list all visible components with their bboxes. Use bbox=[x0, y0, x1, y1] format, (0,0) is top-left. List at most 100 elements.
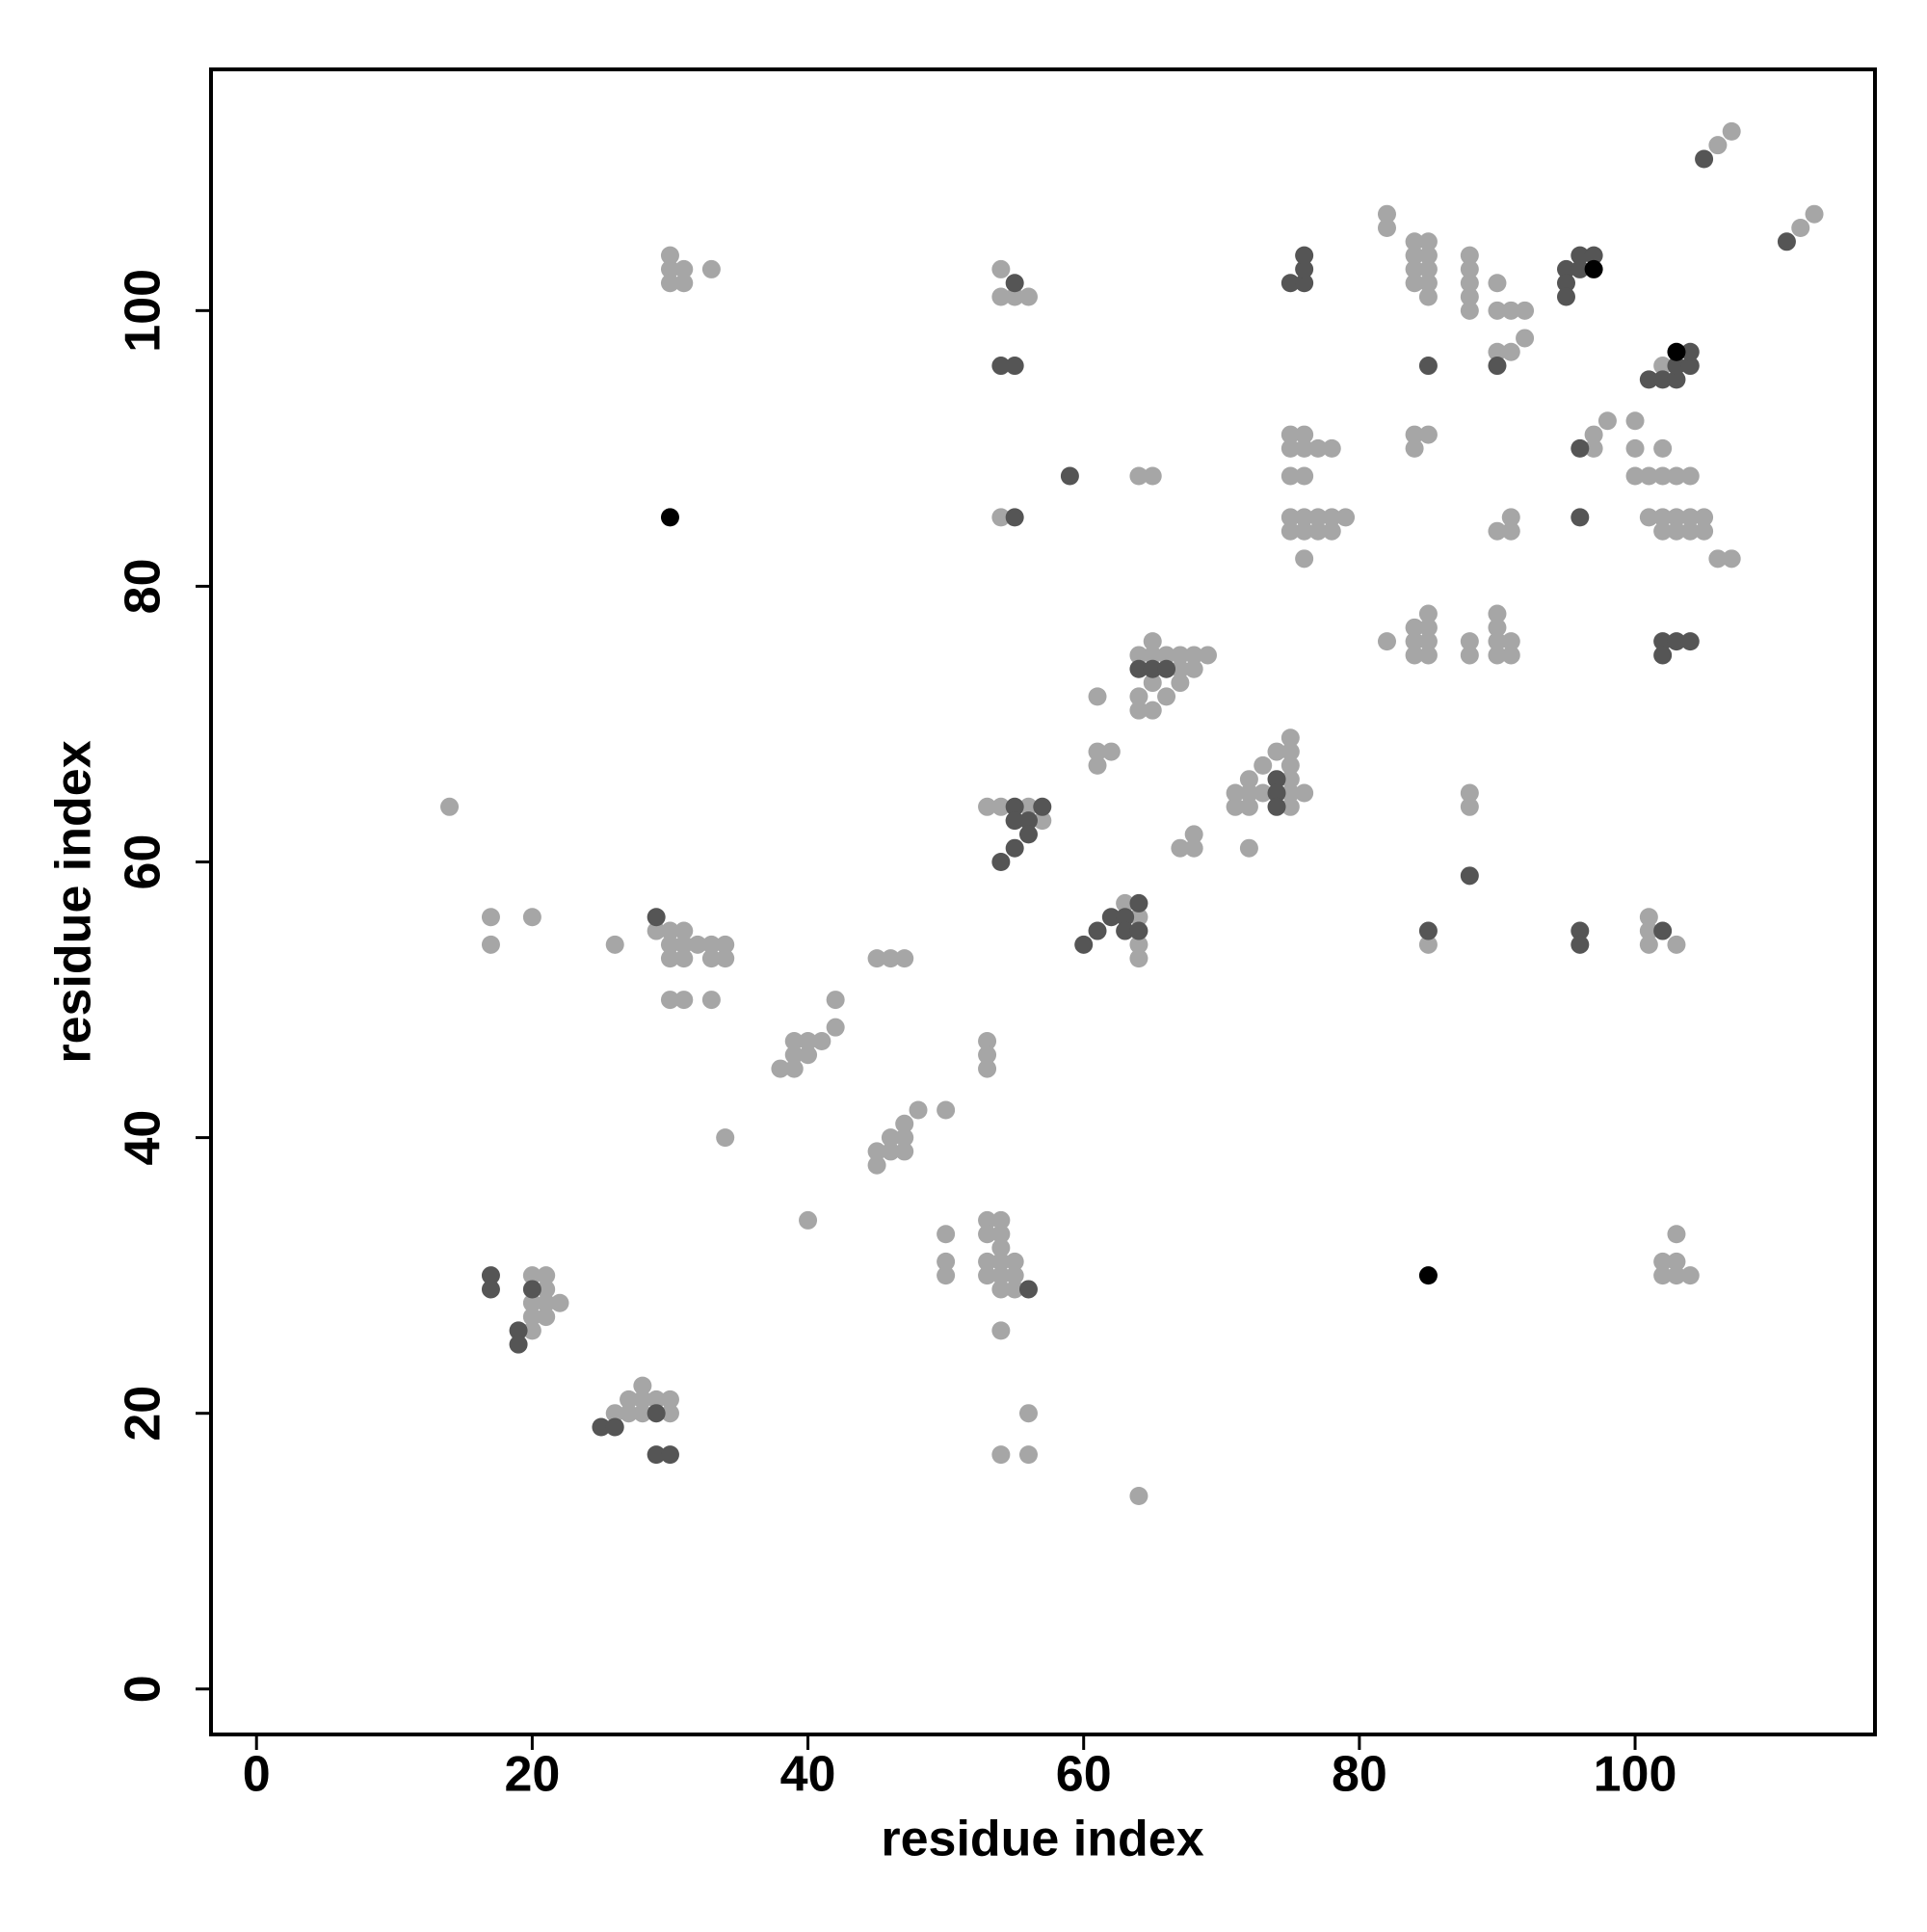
point bbox=[1018, 1445, 1038, 1465]
x-tick-label: 100 bbox=[1594, 1747, 1677, 1803]
point bbox=[1625, 438, 1645, 458]
point bbox=[1129, 908, 1148, 927]
point bbox=[1336, 508, 1356, 527]
point bbox=[1488, 632, 1507, 651]
point bbox=[1722, 549, 1741, 569]
point bbox=[1143, 466, 1162, 486]
point bbox=[895, 1128, 914, 1148]
point bbox=[1571, 935, 1590, 954]
point bbox=[1501, 521, 1520, 541]
point bbox=[1695, 508, 1714, 527]
point bbox=[1129, 659, 1148, 678]
point bbox=[1488, 301, 1507, 320]
x-tick-label: 40 bbox=[780, 1747, 836, 1803]
point bbox=[1239, 783, 1258, 803]
point bbox=[1460, 646, 1479, 665]
point bbox=[1308, 438, 1328, 458]
point bbox=[1653, 357, 1673, 376]
point bbox=[1556, 274, 1575, 293]
x-tick-label: 0 bbox=[243, 1747, 271, 1803]
point bbox=[991, 1238, 1011, 1257]
point bbox=[1639, 466, 1658, 486]
point bbox=[1653, 921, 1673, 940]
point bbox=[1501, 646, 1520, 665]
point bbox=[1667, 370, 1686, 389]
point bbox=[1460, 632, 1479, 651]
point bbox=[1005, 838, 1024, 858]
point bbox=[592, 1417, 611, 1437]
point bbox=[1239, 797, 1258, 816]
point bbox=[799, 1210, 818, 1230]
point bbox=[1667, 1252, 1686, 1271]
point bbox=[1667, 342, 1686, 361]
point bbox=[1625, 466, 1645, 486]
point bbox=[1405, 438, 1424, 458]
point bbox=[1516, 301, 1535, 320]
point bbox=[1005, 287, 1024, 306]
point bbox=[1129, 701, 1148, 720]
point bbox=[1308, 521, 1328, 541]
point bbox=[1556, 259, 1575, 278]
point bbox=[1516, 329, 1535, 348]
point bbox=[799, 1045, 818, 1065]
point bbox=[647, 1445, 666, 1465]
point bbox=[799, 1031, 818, 1050]
point bbox=[674, 949, 694, 968]
point bbox=[481, 1280, 500, 1299]
point bbox=[1460, 287, 1479, 306]
point bbox=[1295, 274, 1314, 293]
point bbox=[1667, 466, 1686, 486]
point bbox=[978, 1210, 997, 1230]
point bbox=[1267, 797, 1286, 816]
point bbox=[674, 921, 694, 940]
point bbox=[674, 259, 694, 278]
point bbox=[1280, 783, 1300, 803]
point bbox=[1418, 357, 1438, 376]
y-tick-label: 80 bbox=[116, 559, 172, 615]
point bbox=[1033, 797, 1052, 816]
point bbox=[1143, 659, 1162, 678]
point bbox=[1280, 770, 1300, 789]
point bbox=[522, 1308, 541, 1327]
point bbox=[991, 1321, 1011, 1340]
point bbox=[522, 1321, 541, 1340]
point bbox=[509, 1321, 528, 1340]
point bbox=[1143, 646, 1162, 665]
point bbox=[895, 1142, 914, 1161]
point bbox=[1680, 632, 1700, 651]
point bbox=[660, 259, 679, 278]
point bbox=[1653, 466, 1673, 486]
plot-frame bbox=[209, 67, 1877, 1736]
point bbox=[1295, 508, 1314, 527]
point bbox=[937, 1100, 956, 1120]
point bbox=[1488, 342, 1507, 361]
point bbox=[1418, 232, 1438, 251]
point bbox=[509, 1335, 528, 1354]
point bbox=[1791, 219, 1810, 238]
point bbox=[1018, 797, 1038, 816]
point bbox=[881, 1142, 900, 1161]
point bbox=[771, 1059, 790, 1078]
point bbox=[1116, 921, 1135, 940]
point bbox=[1280, 521, 1300, 541]
point bbox=[1405, 232, 1424, 251]
point bbox=[1005, 1252, 1024, 1271]
point bbox=[701, 259, 721, 278]
point bbox=[1501, 508, 1520, 527]
point bbox=[1460, 797, 1479, 816]
point bbox=[1171, 659, 1190, 678]
point bbox=[537, 1266, 556, 1285]
point bbox=[1018, 1404, 1038, 1423]
point bbox=[1267, 770, 1286, 789]
point bbox=[1295, 783, 1314, 803]
point bbox=[1584, 259, 1603, 278]
point bbox=[660, 508, 679, 527]
point bbox=[1460, 274, 1479, 293]
point bbox=[660, 949, 679, 968]
point bbox=[1639, 908, 1658, 927]
point bbox=[674, 991, 694, 1010]
point bbox=[978, 1266, 997, 1285]
point bbox=[1488, 604, 1507, 623]
